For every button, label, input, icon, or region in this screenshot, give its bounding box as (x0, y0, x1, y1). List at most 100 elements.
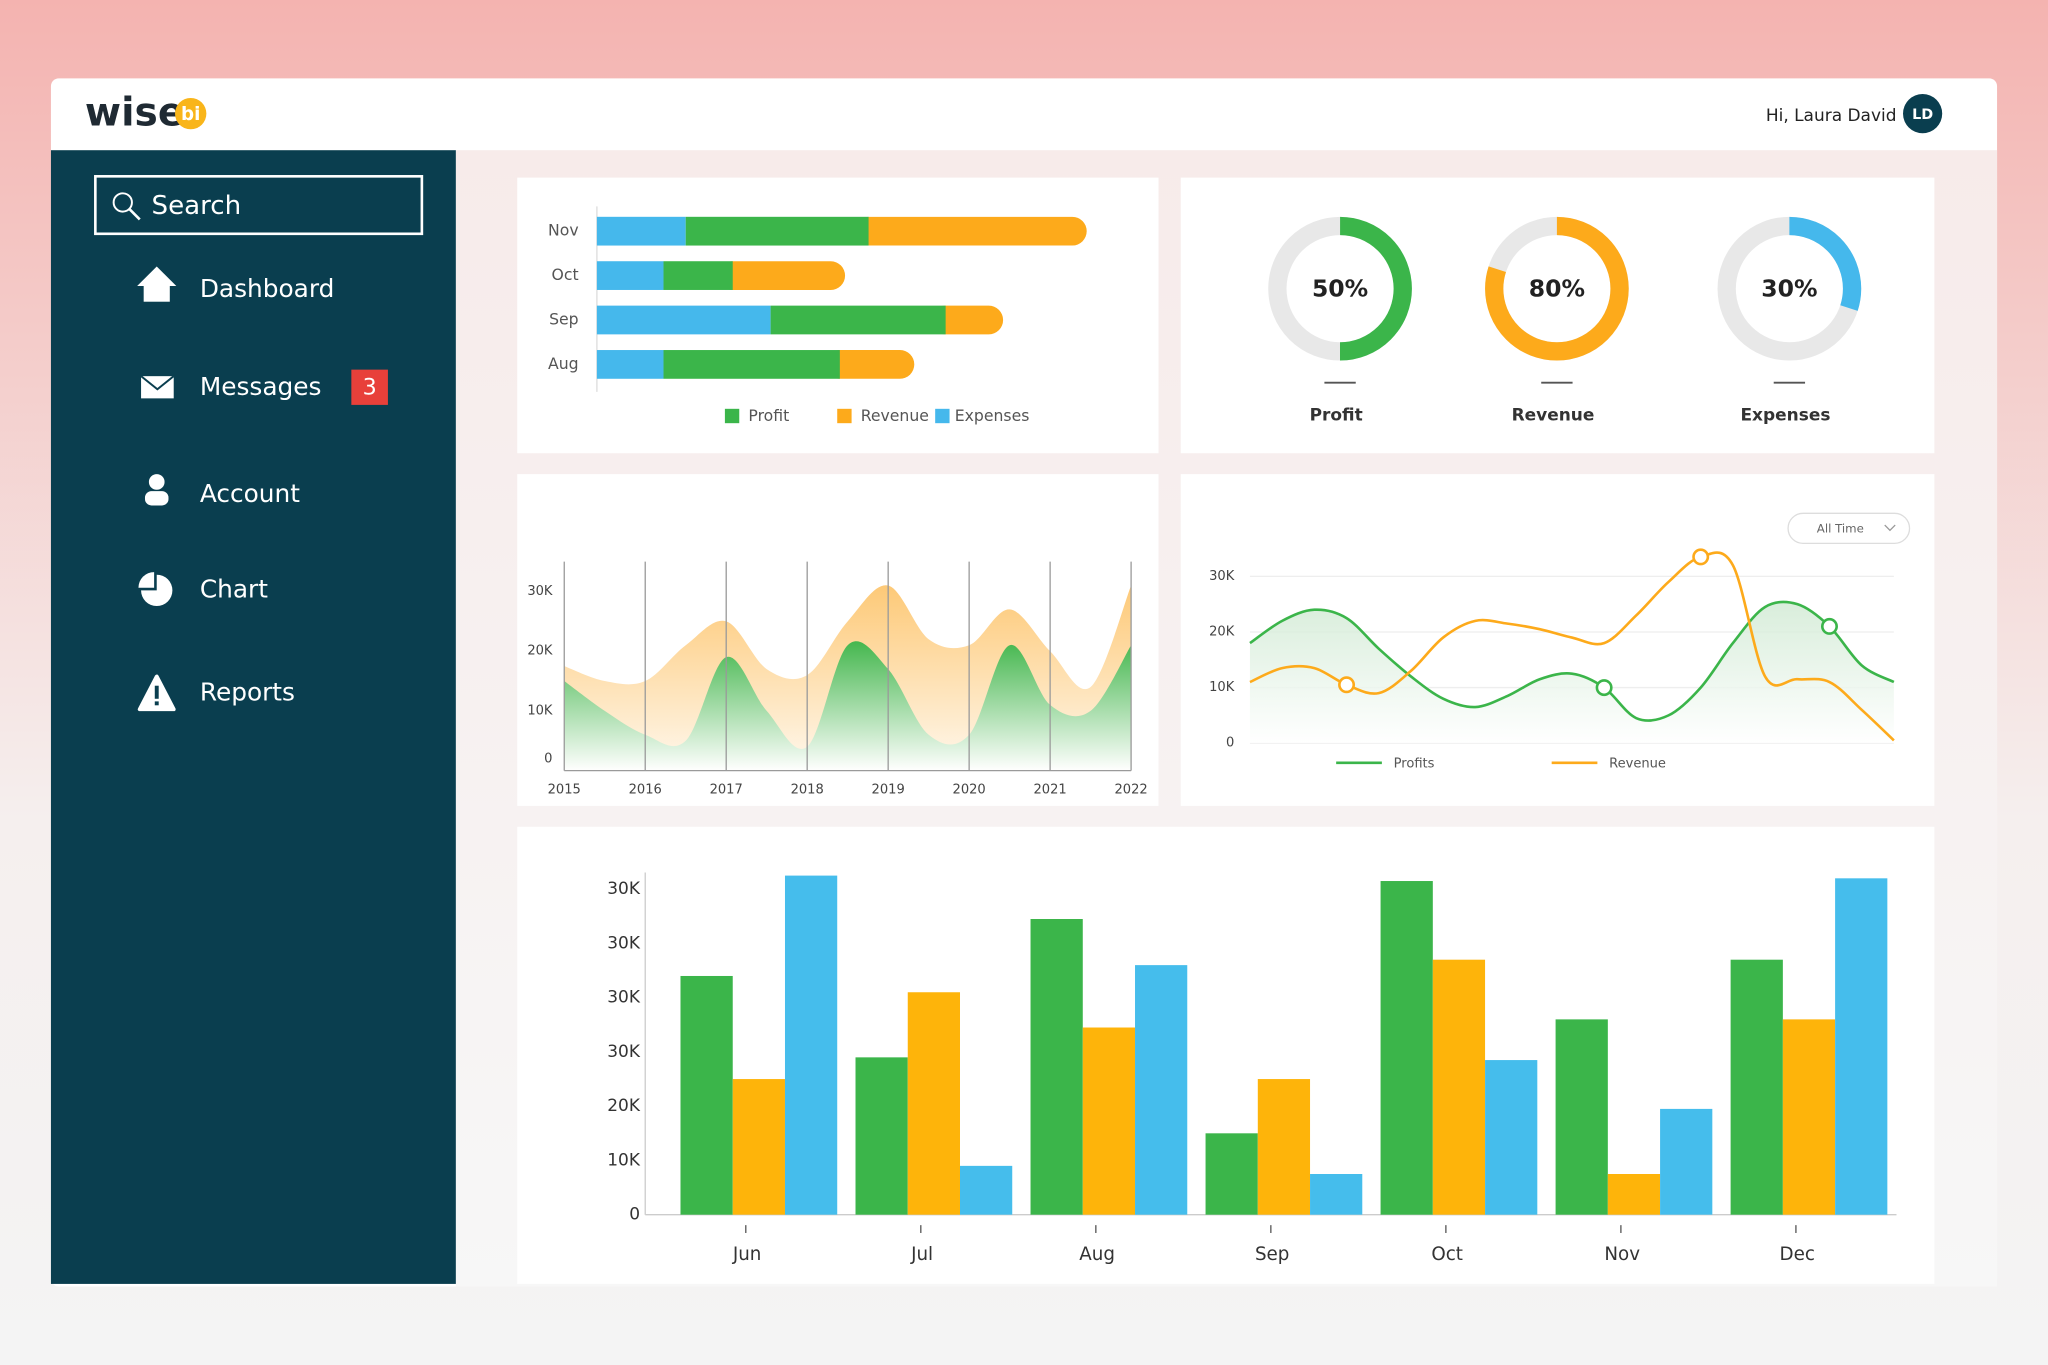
bar (1730, 959, 1783, 1215)
nav-item[interactable]: Chart (200, 574, 268, 603)
legend-label: Revenue (1609, 757, 1666, 772)
x-tick-label: 2019 (872, 783, 905, 798)
nav-item[interactable]: Reports (200, 678, 295, 707)
dropdown[interactable] (1787, 512, 1911, 544)
nav-item[interactable]: Dashboard (200, 274, 335, 303)
x-tick-label: 2017 (710, 783, 743, 798)
y-tick-label: 20K (527, 644, 553, 659)
x-tick-label: Sep (1255, 1244, 1289, 1265)
bar (1485, 1060, 1538, 1215)
bar (1205, 1133, 1258, 1215)
search-placeholder: Search (152, 191, 242, 221)
reports-icon-mark (154, 685, 159, 699)
avatar[interactable] (1903, 94, 1943, 134)
bar-segment (663, 350, 840, 379)
y-tick-label: 10K (527, 703, 553, 718)
chart-icon-slice (138, 572, 155, 588)
mail-icon-flap (140, 375, 175, 391)
x-tick-label: 2022 (1114, 783, 1147, 798)
point-marker (1595, 679, 1613, 697)
account-icon-body (144, 491, 169, 506)
search-icon-handle (128, 208, 141, 221)
bar (1082, 1027, 1136, 1215)
bar (784, 875, 838, 1215)
bar-segment (596, 305, 771, 335)
bar (1782, 1019, 1836, 1215)
x-tick-label: 2015 (548, 783, 581, 798)
y-tick-label: 20K (1209, 624, 1235, 639)
legend-label: Expenses (955, 406, 1030, 425)
logo: wise (85, 90, 184, 135)
y-tick-label: Sep (549, 309, 579, 328)
account-icon (148, 474, 165, 490)
donut-label: Revenue (1512, 405, 1595, 425)
x-tick-label: Oct (1431, 1244, 1463, 1265)
bar (907, 992, 960, 1215)
greeting: Hi, Laura David (1766, 106, 1897, 126)
nav-item[interactable]: Messages (200, 372, 322, 401)
logo-badge: bi (181, 104, 200, 125)
y-tick-label: 30K (527, 584, 553, 599)
nav-item[interactable]: Account (200, 479, 300, 508)
x-tick-label: Aug (1079, 1244, 1115, 1265)
bar (1555, 1019, 1608, 1215)
donut-value: 50% (1312, 274, 1368, 302)
bar (1432, 959, 1486, 1215)
bar-segment (596, 261, 664, 290)
point-marker (1820, 617, 1838, 635)
bar-segment (596, 350, 664, 379)
bar-segment (770, 305, 946, 335)
dropdown-chevron (1884, 524, 1896, 532)
donut-value: 80% (1529, 274, 1585, 302)
area (1249, 601, 1894, 744)
point-marker (1692, 548, 1710, 566)
x-tick-label: 2016 (629, 783, 662, 798)
legend-label: Profit (748, 406, 789, 425)
sidebar (50, 150, 456, 1284)
line (1249, 551, 1895, 742)
bar (1835, 878, 1888, 1215)
bar (1660, 1108, 1713, 1215)
bar (1310, 1174, 1363, 1215)
legend-swatch (724, 408, 740, 424)
home-icon-body (143, 282, 170, 302)
y-tick-label: 30K (607, 933, 641, 953)
donut-arc (1485, 216, 1629, 361)
y-tick-label: 30K (1209, 569, 1235, 584)
y-tick-label: 10K (1209, 680, 1235, 695)
x-tick-label: 2021 (1034, 783, 1067, 798)
donut-label: Profit (1310, 405, 1363, 425)
bar-segment (718, 261, 846, 290)
legend-swatch (837, 408, 852, 424)
x-tick-label: 2018 (791, 783, 824, 798)
bar (855, 1057, 908, 1215)
y-tick-label: 20K (607, 1096, 641, 1116)
y-tick-label: 30K (607, 988, 641, 1008)
reports-icon-dot (154, 701, 159, 706)
bar (1030, 919, 1083, 1215)
bar-segment (825, 350, 915, 379)
legend-label: Revenue (861, 406, 929, 425)
donut-value: 30% (1761, 274, 1817, 302)
y-tick-label: 30K (607, 1042, 641, 1062)
area (564, 641, 1132, 771)
x-tick-label: Nov (1604, 1244, 1640, 1265)
search-box[interactable] (94, 175, 424, 236)
y-tick-label: 0 (1226, 736, 1234, 751)
y-tick-label: Nov (548, 221, 579, 240)
y-tick-label: 10K (607, 1150, 641, 1170)
bar (959, 1165, 1013, 1215)
bar-segment (663, 261, 733, 290)
line (1249, 600, 1895, 722)
search-icon (112, 192, 133, 213)
dropdown-label: All Time (1817, 521, 1864, 535)
bar (680, 975, 733, 1215)
bar-segment (854, 216, 1087, 246)
badge (351, 369, 388, 405)
bar-segment (596, 216, 686, 246)
bar-segment (685, 216, 869, 246)
bar (1135, 965, 1188, 1215)
x-tick-label: 2020 (953, 783, 986, 798)
